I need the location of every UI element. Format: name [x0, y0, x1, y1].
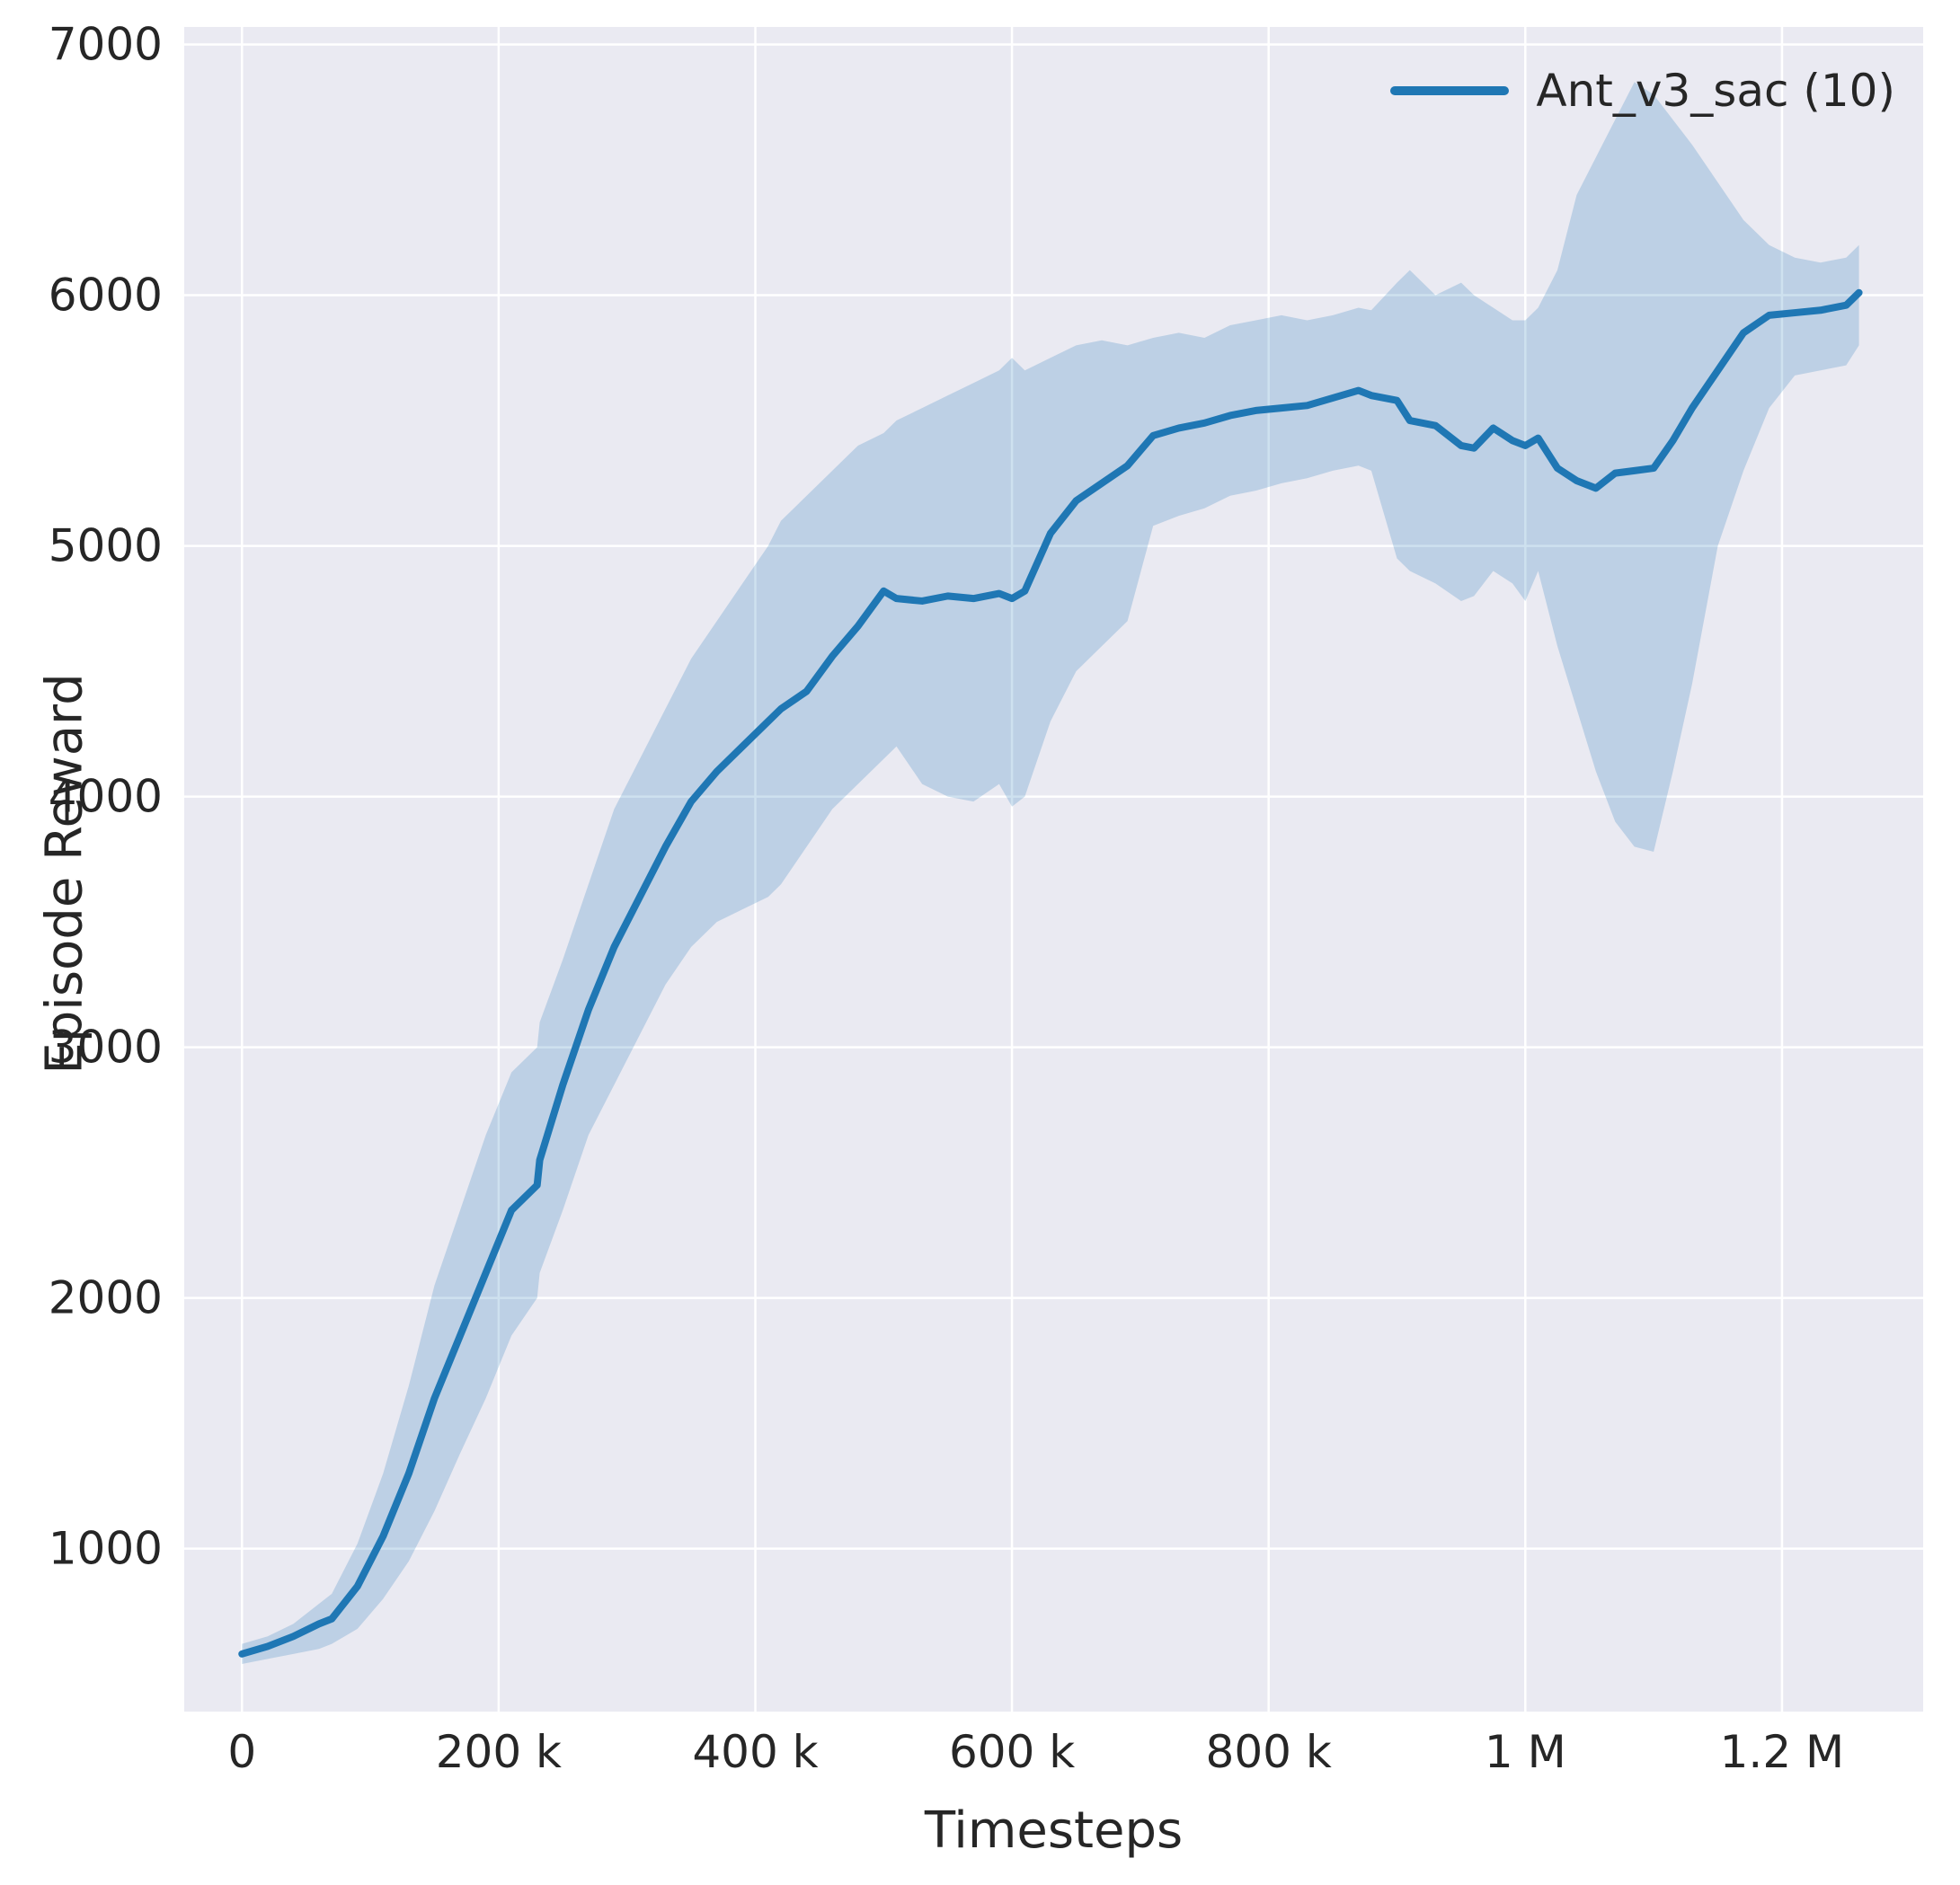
x-tick-label: 200 k — [436, 1726, 562, 1778]
y-tick-label: 2000 — [49, 1272, 163, 1324]
x-tick-label: 0 — [227, 1726, 256, 1778]
series-line — [238, 288, 1863, 1658]
x-tick-label: 1 M — [1485, 1726, 1566, 1778]
plot-area — [184, 27, 1923, 1712]
y-tick-label: 6000 — [49, 270, 163, 322]
confidence-band — [242, 82, 1859, 1664]
legend-label: Ant_v3_sac (10) — [1536, 65, 1895, 117]
y-axis-label: Episode Reward — [35, 673, 94, 1075]
x-tick-label: 1.2 M — [1720, 1726, 1845, 1778]
x-axis-label: Timesteps — [924, 1801, 1184, 1860]
y-tick-label: 7000 — [49, 19, 163, 71]
legend: Ant_v3_sac (10) — [1390, 65, 1895, 117]
legend-line-swatch-icon — [1390, 86, 1510, 95]
y-tick-label: 5000 — [49, 520, 163, 572]
y-tick-label: 3000 — [49, 1022, 163, 1074]
x-tick-label: 400 k — [692, 1726, 818, 1778]
y-tick-label: 4000 — [49, 771, 163, 823]
x-tick-label: 800 k — [1206, 1726, 1332, 1778]
y-tick-label: 1000 — [49, 1523, 163, 1575]
x-tick-label: 600 k — [949, 1726, 1075, 1778]
